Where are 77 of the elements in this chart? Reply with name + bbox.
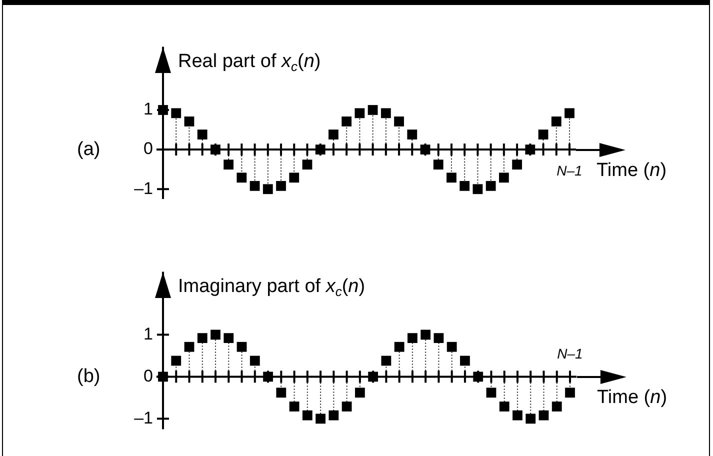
point [408,333,418,344]
y-tick-label: 0 [144,366,153,386]
point [460,180,470,191]
point [565,388,575,398]
point [552,402,562,412]
point [525,144,536,154]
point [263,372,273,382]
y-axis-title: Real part of x$_{c}$(n) [178,50,321,74]
point [224,160,234,170]
point [434,333,444,344]
point [446,342,457,352]
point [499,402,510,412]
point [316,414,326,424]
point [472,184,483,194]
point [498,172,509,183]
point [236,172,247,183]
point [526,414,536,424]
point [197,130,208,140]
point [171,356,182,366]
point [342,116,352,126]
x-axis-title: Time (n) [596,160,667,181]
y-axis-title: Imaginary part of x$_{c}$(n) [178,276,366,299]
point [368,105,378,115]
point [486,180,496,191]
point [302,410,312,420]
point [486,388,496,398]
point [512,160,522,170]
point [433,160,444,170]
point [342,402,352,412]
point [328,130,338,140]
point [262,184,273,194]
point [420,144,430,154]
point [276,180,286,191]
point [460,356,470,366]
point [210,330,220,340]
point [381,356,392,366]
point [564,108,574,118]
point [197,333,208,344]
text: (a) [77,138,100,160]
point [302,160,312,170]
point [407,130,418,140]
point [224,333,234,344]
point [512,410,522,420]
y-tick-label: –1 [134,178,153,198]
point [354,388,365,398]
point [276,388,286,398]
point [538,410,549,420]
point [551,116,562,126]
x-tick-label: N–1 [556,162,582,178]
point [420,330,431,340]
point [289,172,300,183]
y-tick-label: –1 [134,408,153,428]
point [368,372,378,382]
point [315,144,326,154]
point [394,342,404,352]
y-tick-label: 0 [144,139,153,158]
x-axis-title: Time (n) [597,386,668,408]
point [538,130,548,140]
point [394,116,404,126]
point [380,108,391,118]
point [289,402,300,412]
point [250,356,260,366]
point [250,180,260,191]
y-tick-label: 1 [144,100,153,119]
y-tick-label: 1 [144,324,153,344]
point [354,108,365,118]
point [171,108,182,118]
point [184,342,194,352]
point [446,172,456,183]
point [158,105,168,115]
point [236,342,247,352]
point [210,144,220,154]
point [473,372,484,382]
point [184,116,194,126]
text: (b) [77,366,100,387]
x-tick-label: N–1 [557,346,583,362]
point [328,410,339,420]
